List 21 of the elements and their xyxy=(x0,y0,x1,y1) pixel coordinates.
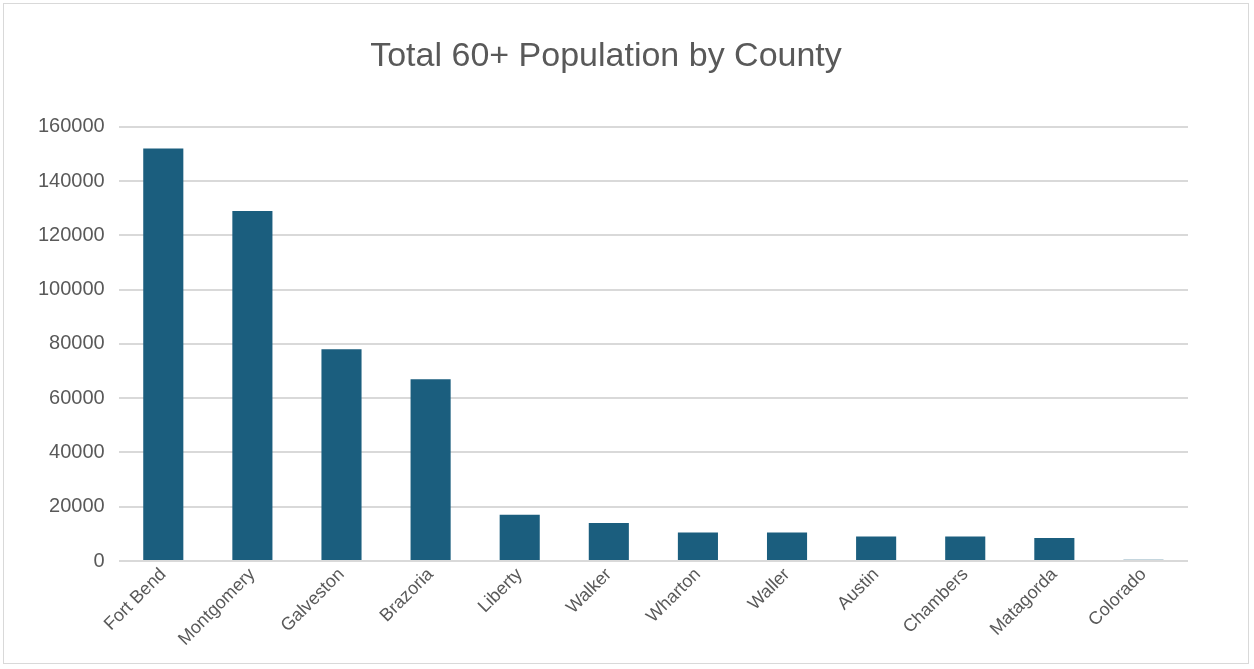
bar xyxy=(410,379,451,560)
bar xyxy=(677,532,718,560)
bar xyxy=(321,349,362,560)
y-tick-label: 120000 xyxy=(37,222,105,245)
y-tick-label: 40000 xyxy=(49,439,105,462)
y-tick-label: 100000 xyxy=(37,277,105,300)
y-tick-label: 140000 xyxy=(37,168,105,191)
bar xyxy=(499,514,540,560)
y-tick-label: 20000 xyxy=(49,494,105,517)
bar xyxy=(766,532,808,560)
bar xyxy=(945,536,986,560)
y-tick-label: 60000 xyxy=(49,385,105,408)
bar xyxy=(232,210,273,560)
bar xyxy=(1034,537,1075,560)
y-tick-label: 0 xyxy=(93,548,105,571)
y-tick-label: 80000 xyxy=(49,331,105,354)
chart-title: Total 60+ Population by County xyxy=(370,34,842,73)
bar xyxy=(856,536,897,560)
y-tick-label: 160000 xyxy=(37,114,105,137)
bar xyxy=(143,148,184,560)
bar xyxy=(588,523,629,560)
